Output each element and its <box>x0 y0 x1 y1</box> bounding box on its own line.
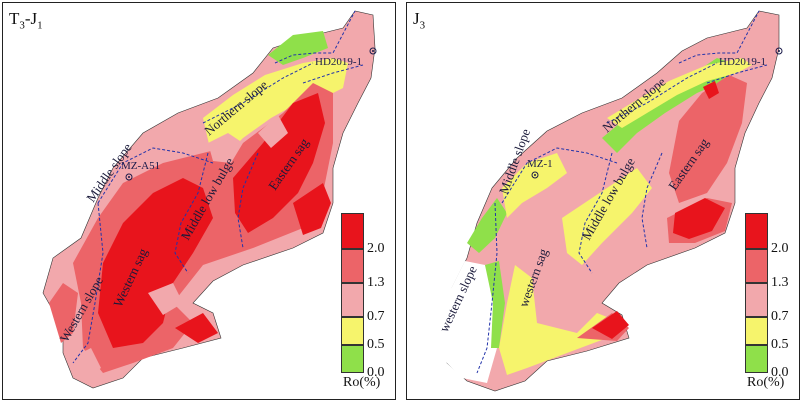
legend-tick: 0.0 <box>771 365 789 380</box>
structural-boundaries <box>476 10 768 374</box>
zone-medium-1 <box>669 75 747 203</box>
legend-tick: 0.7 <box>771 309 789 324</box>
legend-swatch-0-0-0-5 <box>745 345 768 373</box>
legend-tick: 2.0 <box>367 241 385 256</box>
maturity-map-j3: HD2019-1 MZ-1 Northern slope Middle slop… <box>435 10 783 392</box>
zone-yellow-north <box>203 58 348 158</box>
legend-tick: 1.3 <box>367 275 385 290</box>
legend-tick: 0.5 <box>771 337 789 352</box>
svg-text:HD2019-1: HD2019-1 <box>315 56 362 68</box>
svg-text:MZ-A51: MZ-A51 <box>121 160 160 172</box>
legend-unit: Ro(%) <box>343 375 381 390</box>
svg-text:MZ-1: MZ-1 <box>527 158 553 170</box>
legend-swatch-gt2 <box>745 213 768 249</box>
zone-yellow-2 <box>562 168 652 265</box>
zone-yellow-1 <box>502 153 567 218</box>
zone-high-1 <box>703 81 719 99</box>
zone-high-1 <box>98 178 213 348</box>
zone-high-2 <box>233 93 325 233</box>
legend-swatch-0-0-0-5 <box>341 345 364 373</box>
zone-yellow-4 <box>607 58 752 128</box>
well-marker-hd2019-1: HD2019-1 <box>719 47 783 68</box>
zone-light-patch-4 <box>258 115 288 148</box>
legend-tick: 0.5 <box>367 337 385 352</box>
zone-medium-2 <box>49 283 78 343</box>
legend-swatch-0-7-1-3 <box>341 283 364 317</box>
legend-swatch-0-5-0-7 <box>341 317 364 345</box>
maturity-map-t3-j1: HD2019-1 MZ-A51 Northern slope Middle sl… <box>42 10 377 389</box>
zone-green-west <box>467 198 507 253</box>
structural-boundaries <box>72 10 364 364</box>
zone-high-3 <box>293 183 331 235</box>
zone-high-3 <box>592 311 629 339</box>
well-marker-mz-1: MZ-1 <box>527 158 553 179</box>
panel-title: T3-J1 <box>9 9 43 32</box>
map-panel-j3: HD2019-1 MZ-1 Northern slope Middle slop… <box>406 2 800 400</box>
legend-swatch-0-5-0-7 <box>745 317 768 345</box>
ro-legend: 2.0 1.3 0.7 0.5 0.0 Ro(%) <box>337 213 391 393</box>
map-panel-t3-j1: HD2019-1 MZ-A51 Northern slope Middle sl… <box>2 2 396 400</box>
legend-swatch-0-7-1-3 <box>745 283 768 317</box>
legend-tick: 0.0 <box>367 365 385 380</box>
zone-high-2 <box>673 198 725 239</box>
legend-tick: 2.0 <box>771 241 789 256</box>
zone-green-west2 <box>485 261 505 348</box>
zone-light-patch-2 <box>148 283 183 315</box>
well-marker-hd2019-1: HD2019-1 <box>315 47 377 68</box>
well-marker-mz-a51: MZ-A51 <box>121 160 160 181</box>
legend-swatch-1-3-2-0 <box>745 249 768 283</box>
legend-swatch-gt2 <box>341 213 364 249</box>
legend-unit: Ro(%) <box>747 375 785 390</box>
legend-swatch-1-3-2-0 <box>341 249 364 283</box>
zone-high-4 <box>175 313 218 343</box>
zone-light-patch-1 <box>208 133 243 163</box>
zone-green-north <box>268 31 328 65</box>
svg-text:HD2019-1: HD2019-1 <box>719 56 766 68</box>
zone-unshaded-west <box>435 261 497 383</box>
panel-title: J3 <box>413 9 426 32</box>
legend-tick: 1.3 <box>771 275 789 290</box>
zone-yellow-3 <box>499 265 617 375</box>
ro-legend: 2.0 1.3 0.7 0.5 0.0 Ro(%) <box>741 213 795 393</box>
legend-tick: 0.7 <box>367 309 385 324</box>
